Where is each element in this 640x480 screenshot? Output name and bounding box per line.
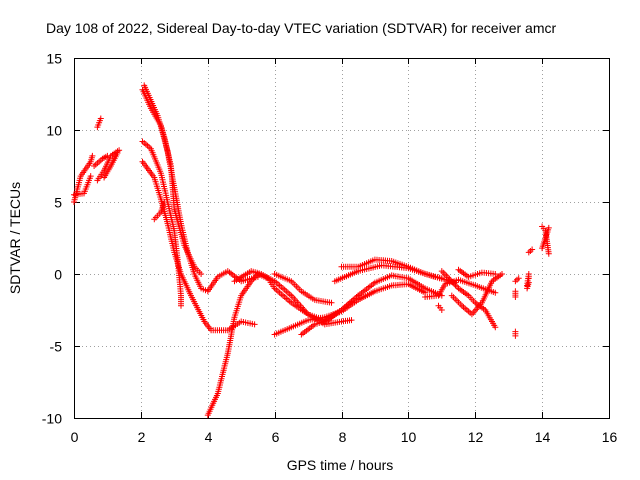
series-s: [512, 328, 519, 339]
x-tick-label: 6: [272, 429, 280, 445]
series-early-6: [91, 152, 111, 169]
series-w: [524, 279, 532, 292]
series-early-1: [71, 152, 96, 205]
plus-marker-trace: [512, 288, 519, 300]
series-o: [448, 271, 505, 318]
series-t: [512, 275, 522, 285]
grid-lines: [74, 58, 609, 418]
y-tick-label: 5: [54, 195, 62, 211]
series-j: [298, 292, 362, 338]
plus-marker-trace: [101, 150, 121, 181]
series-g: [231, 268, 355, 328]
y-tick-label: 15: [46, 51, 62, 67]
y-tick-label: 10: [46, 123, 62, 139]
x-tick-label: 4: [205, 429, 213, 445]
series-y: [539, 223, 552, 257]
plus-marker-trace: [141, 82, 205, 277]
series-e: [151, 199, 168, 223]
series-i: [271, 281, 429, 338]
x-tick-label: 0: [71, 429, 79, 445]
plus-marker-trace: [525, 246, 536, 256]
x-tick-label: 14: [535, 429, 551, 445]
x-tick-label: 16: [602, 429, 618, 445]
y-axis-label: SDTVAR / TECUs: [7, 182, 23, 294]
plus-marker-trace: [298, 292, 362, 338]
series-b: [141, 82, 205, 277]
series-early-5: [101, 150, 121, 181]
plus-marker-trace: [512, 328, 519, 339]
plus-marker-trace: [204, 271, 445, 419]
y-tick-label: 0: [54, 267, 62, 283]
x-tick-labels: 0 2 4 6 8 10 12 14 16: [71, 429, 618, 445]
plus-marker-trace: [512, 275, 522, 285]
plus-marker-trace: [448, 271, 505, 318]
plus-marker-trace: [151, 199, 168, 223]
series-q: [435, 302, 445, 313]
series-l: [331, 262, 459, 286]
x-axis-label: GPS time / hours: [287, 457, 394, 473]
x-tick-label: 8: [339, 429, 347, 445]
y-tick-label: -5: [50, 339, 63, 355]
x-tick-label: 2: [138, 429, 146, 445]
series-early-3: [94, 115, 104, 131]
chart-title: Day 108 of 2022, Sidereal Day-to-day VTE…: [46, 20, 556, 36]
data-marks: [71, 82, 552, 419]
plus-marker-trace: [455, 266, 499, 280]
series-early-2: [71, 173, 94, 198]
plus-marker-trace: [139, 158, 258, 334]
plus-marker-trace: [94, 115, 104, 131]
series-r: [512, 288, 519, 300]
series-v: [525, 246, 536, 256]
series-d: [139, 158, 258, 334]
plus-marker-trace: [71, 152, 96, 205]
series-h: [271, 271, 335, 306]
plus-marker-trace: [524, 279, 532, 292]
x-tick-label: 10: [401, 429, 417, 445]
y-tick-labels: -10 -5 0 5 10 15: [42, 51, 62, 427]
axis-ticks: [74, 58, 610, 419]
plus-marker-trace: [539, 223, 552, 257]
plus-marker-trace: [271, 271, 335, 306]
series-f: [204, 271, 445, 419]
plus-marker-trace: [435, 302, 445, 313]
plus-marker-trace: [231, 268, 355, 328]
x-tick-label: 12: [468, 429, 484, 445]
plus-marker-trace: [91, 152, 111, 169]
y-tick-label: -10: [42, 411, 62, 427]
plus-marker-trace: [271, 281, 429, 338]
series-p: [455, 266, 499, 280]
plus-marker-trace: [71, 173, 94, 198]
plus-marker-trace: [331, 262, 459, 286]
